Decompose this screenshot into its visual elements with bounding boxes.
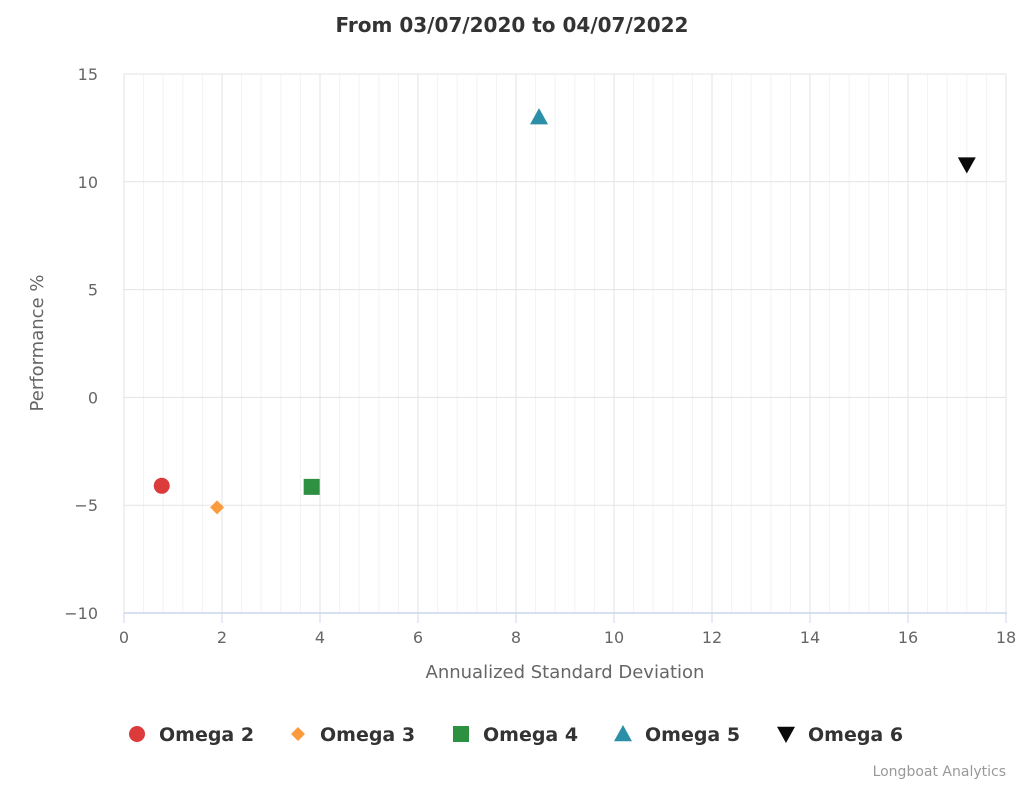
minor-grid [123,74,1007,613]
x-tick-label: 12 [702,628,722,647]
major-grid [123,73,1007,614]
x-tick-label: 8 [511,628,521,647]
chart-title: From 03/07/2020 to 04/07/2022 [336,13,689,37]
legend-symbol[interactable] [453,726,469,742]
legend-item-omega-6[interactable]: Omega 6 [777,724,903,746]
x-tick-label: 16 [898,628,918,647]
legend-symbol[interactable] [614,725,632,742]
legend-symbol[interactable] [777,726,795,743]
x-tick-label: 2 [217,628,227,647]
legend-label[interactable]: Omega 3 [320,724,415,746]
x-tick-label: 14 [800,628,820,647]
x-tick-label: 4 [315,628,325,647]
legend-symbol[interactable] [291,727,305,741]
data-point-omega-5[interactable] [530,108,549,125]
x-tick-label: 6 [413,628,423,647]
data-point-omega-4[interactable] [303,478,320,495]
legend[interactable]: Omega 2 Omega 3 Omega 4 Omega 5 Omega 6 [129,724,903,746]
data-point-omega-2[interactable] [153,477,170,494]
y-tick-label: 0 [88,388,98,407]
legend-symbol[interactable] [129,726,145,742]
legend-item-omega-3[interactable]: Omega 3 [291,724,415,746]
legend-label[interactable]: Omega 6 [808,724,903,746]
y-tick-label: 10 [78,173,98,192]
legend-label[interactable]: Omega 2 [159,724,254,746]
x-tick-label: 10 [604,628,624,647]
y-tick-label: −5 [74,496,98,515]
y-axis-title: Performance % [27,275,48,412]
legend-item-omega-2[interactable]: Omega 2 [129,724,254,746]
legend-label[interactable]: Omega 4 [483,724,578,746]
x-tick-label: 18 [996,628,1016,647]
y-tick-label: 15 [78,65,98,84]
data-point-omega-6[interactable] [957,157,976,174]
y-tick-label: 5 [88,281,98,300]
legend-item-omega-4[interactable]: Omega 4 [453,724,578,746]
data-point-omega-3[interactable] [210,500,225,515]
credits-label[interactable]: Longboat Analytics [873,764,1006,780]
x-tick-label: 0 [119,628,129,647]
legend-label[interactable]: Omega 5 [645,724,740,746]
legend-item-omega-5[interactable]: Omega 5 [614,724,740,746]
y-tick-label: −10 [64,604,98,623]
x-axis-title: Annualized Standard Deviation [426,662,705,683]
data-points [153,108,976,515]
y-axis-ticks: 15 10 5 0 −5 −10 [64,65,98,623]
x-axis-ticks: 0 2 4 6 8 10 12 14 16 18 [119,613,1016,647]
